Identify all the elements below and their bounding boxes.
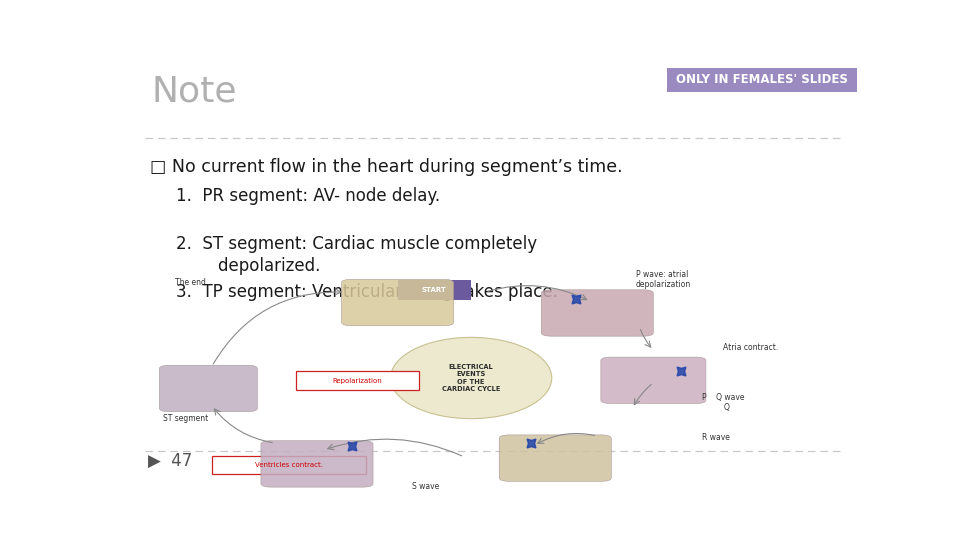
Text: S wave: S wave: [412, 482, 440, 491]
FancyBboxPatch shape: [296, 372, 419, 390]
Text: 2.  ST segment: Cardiac muscle completely
        depolarized.: 2. ST segment: Cardiac muscle completely…: [176, 235, 537, 275]
Text: R wave: R wave: [703, 433, 731, 442]
FancyBboxPatch shape: [159, 365, 257, 411]
Text: Atria contract.: Atria contract.: [724, 343, 779, 352]
FancyBboxPatch shape: [261, 441, 373, 487]
FancyBboxPatch shape: [601, 357, 706, 403]
Text: Ventricles contract.: Ventricles contract.: [255, 462, 323, 468]
Text: P    Q wave: P Q wave: [703, 393, 745, 402]
Text: Repolarization: Repolarization: [332, 377, 382, 383]
Text: Note: Note: [152, 75, 237, 109]
FancyBboxPatch shape: [212, 456, 366, 474]
Text: ELECTRICAL
EVENTS
OF THE
CARDIAC CYCLE: ELECTRICAL EVENTS OF THE CARDIAC CYCLE: [442, 364, 500, 392]
Text: The end: The end: [176, 278, 206, 287]
Text: ST segment: ST segment: [163, 414, 208, 423]
Text: □ No current flow in the heart during segment’s time.: □ No current flow in the heart during se…: [150, 158, 622, 177]
FancyBboxPatch shape: [342, 279, 454, 326]
Text: ▶  47: ▶ 47: [148, 452, 193, 470]
Ellipse shape: [391, 338, 552, 418]
Text: START: START: [422, 287, 446, 293]
Text: P wave: atrial
depolarization: P wave: atrial depolarization: [636, 270, 691, 289]
FancyBboxPatch shape: [541, 290, 654, 336]
FancyBboxPatch shape: [667, 68, 856, 92]
Text: 3.  TP segment: Ventricular filling takes place.: 3. TP segment: Ventricular filling takes…: [176, 283, 558, 301]
Text: 1.  PR segment: AV- node delay.: 1. PR segment: AV- node delay.: [176, 187, 440, 205]
Text: ONLY IN FEMALES' SLIDES: ONLY IN FEMALES' SLIDES: [676, 73, 848, 86]
FancyBboxPatch shape: [499, 435, 612, 481]
Text: Q: Q: [724, 402, 730, 411]
FancyBboxPatch shape: [397, 280, 471, 300]
